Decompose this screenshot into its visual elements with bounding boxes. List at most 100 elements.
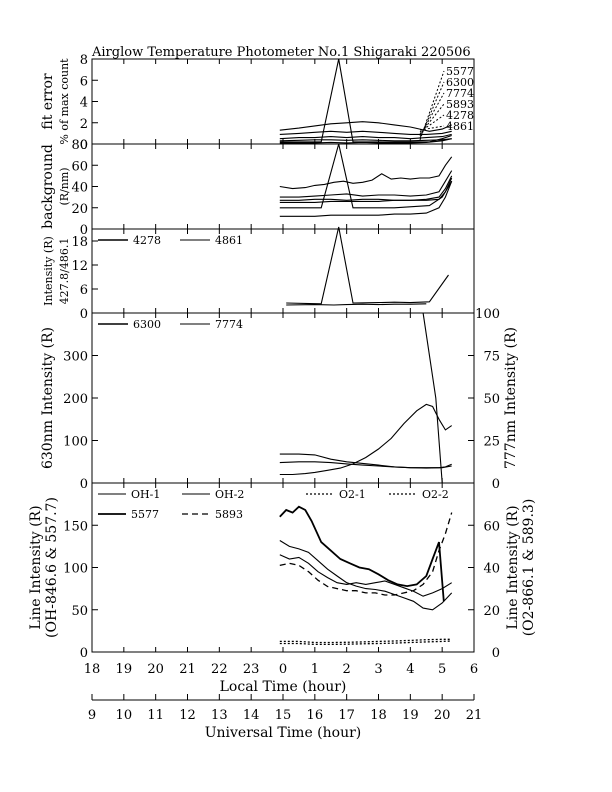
y-axis-label: Intensity (R)	[42, 236, 55, 306]
series-line-5577	[279, 505, 445, 602]
series-line-5893	[279, 138, 452, 142]
y-tick-label: 6	[80, 283, 88, 298]
series-line-6300-low	[279, 461, 452, 469]
series-line-7774	[279, 133, 452, 140]
figure-title: Airglow Temperature Photometer No.1 Shig…	[91, 45, 471, 60]
y-tick-label: 0	[80, 223, 88, 238]
x-universal-tick-label: 20	[434, 708, 451, 723]
x-universal-tick-label: 11	[147, 708, 164, 723]
y-right-tick-label: 40	[483, 562, 500, 577]
series-line-7774	[279, 175, 453, 201]
legend-label: 5577	[131, 508, 159, 521]
series-line-4278	[286, 226, 449, 305]
y-tick-label: 0	[80, 138, 88, 153]
series-line-O2-1	[279, 638, 452, 644]
series-line-6300	[279, 130, 452, 135]
y-axis-label: fit error	[40, 73, 56, 130]
legend-leader	[419, 103, 445, 135]
legend-label: O2-1	[339, 488, 366, 501]
series-line-4278	[279, 58, 452, 143]
series-line-6300	[279, 403, 453, 476]
series-line-OH-2	[279, 554, 452, 597]
x-universal-tick-label: 14	[243, 708, 260, 723]
y-right-tick-label: 100	[475, 307, 500, 322]
series-line-O2-2	[279, 640, 452, 646]
y-tick-label: 60	[71, 159, 88, 174]
x-universal-axis-label: Universal Time (hour)	[205, 725, 362, 741]
x-universal-tick-label: 9	[88, 708, 96, 723]
x-universal-tick-label: 10	[116, 708, 133, 723]
legend-label: 6300	[446, 76, 474, 89]
x-universal-tick-label: 19	[402, 708, 419, 723]
y-tick-label: 200	[63, 392, 88, 407]
x-universal-tick-label: 18	[370, 708, 387, 723]
y-axis-label: Line Intensity (R)	[28, 505, 44, 629]
legend-label: 6300	[133, 318, 161, 331]
y-tick-label: 18	[71, 235, 88, 250]
x-universal-tick-label: 21	[466, 708, 483, 723]
x-universal-tick-label: 17	[338, 708, 355, 723]
y-tick-label: 0	[80, 477, 88, 492]
series-line-5893	[279, 180, 453, 217]
x-local-tick-label: 3	[374, 662, 382, 677]
legend-label: O2-2	[422, 488, 449, 501]
y-right-tick-label: 20	[483, 604, 500, 619]
y-right-axis-label: (O2-866.1 & 589.3)	[521, 499, 537, 637]
y-tick-label: 2	[80, 117, 88, 132]
legend-label: 4861	[446, 120, 474, 133]
series-line-steep	[422, 312, 443, 484]
series-line-5577	[279, 121, 452, 132]
y-tick-label: 80	[71, 138, 88, 153]
x-universal-tick-label: 15	[275, 708, 292, 723]
x-local-tick-label: 18	[84, 662, 101, 677]
y-right-tick-label: 25	[483, 435, 500, 450]
legend-label: 4861	[215, 234, 243, 247]
y-axis-label: (R/nm)	[58, 167, 71, 205]
legend-label: OH-1	[131, 488, 160, 501]
x-local-tick-label: 5	[438, 662, 446, 677]
legend-label: 7774	[446, 87, 474, 100]
y-axis-label: (OH-846.6 & 557.7)	[44, 497, 60, 638]
x-local-tick-label: 4	[406, 662, 414, 677]
x-local-tick-label: 21	[179, 662, 196, 677]
x-local-tick-label: 19	[116, 662, 133, 677]
x-universal-tick-label: 16	[307, 708, 324, 723]
legend-label: 4278	[133, 234, 161, 247]
panel-frame	[91, 312, 475, 484]
y-tick-label: 150	[63, 519, 88, 534]
x-local-tick-label: 2	[343, 662, 351, 677]
series-line-4861	[286, 303, 427, 306]
y-right-tick-label: 60	[483, 519, 500, 534]
x-local-tick-label: 23	[243, 662, 260, 677]
y-tick-label: 300	[63, 350, 88, 365]
x-local-axis-label: Local Time (hour)	[220, 679, 347, 695]
y-right-tick-label: 0	[492, 477, 500, 492]
panel-fit-error: 0 2 4 6 8 fit error% of max count 557763007774…	[40, 53, 475, 153]
x-local-tick-label: 6	[470, 662, 478, 677]
y-tick-label: 0	[80, 307, 88, 322]
series-line-4278	[279, 143, 453, 209]
y-right-tick-label: 50	[483, 392, 500, 407]
y-tick-label: 20	[71, 202, 88, 217]
y-right-axis-label: 777nm Intensity (R)	[503, 327, 519, 469]
y-tick-label: 6	[80, 74, 88, 89]
y-right-tick-label: 0	[492, 646, 500, 661]
y-tick-label: 12	[71, 259, 88, 274]
panel-intensity-4278-4861: 0 6 12 18 Intensity (R) 427.8/486.1 4278 4861	[42, 226, 475, 322]
legend-leader	[419, 125, 445, 131]
legend-label: 7774	[215, 318, 243, 331]
y-tick-label: 4	[80, 96, 88, 111]
panel-frame	[91, 58, 475, 145]
y-axis-label: 427.8/486.1	[58, 238, 71, 305]
x-local-tick-label: 22	[211, 662, 228, 677]
y-axis-label: % of max count	[58, 58, 71, 145]
panel-background: 0 20 40 60 80 background (R/nm)	[40, 138, 475, 238]
y-axis-label: 630nm Intensity (R)	[40, 327, 56, 469]
y-tick-label: 8	[80, 53, 88, 68]
series-line-6300	[279, 170, 453, 198]
x-universal-tick-label: 13	[211, 708, 228, 723]
y-tick-label: 50	[71, 604, 88, 619]
